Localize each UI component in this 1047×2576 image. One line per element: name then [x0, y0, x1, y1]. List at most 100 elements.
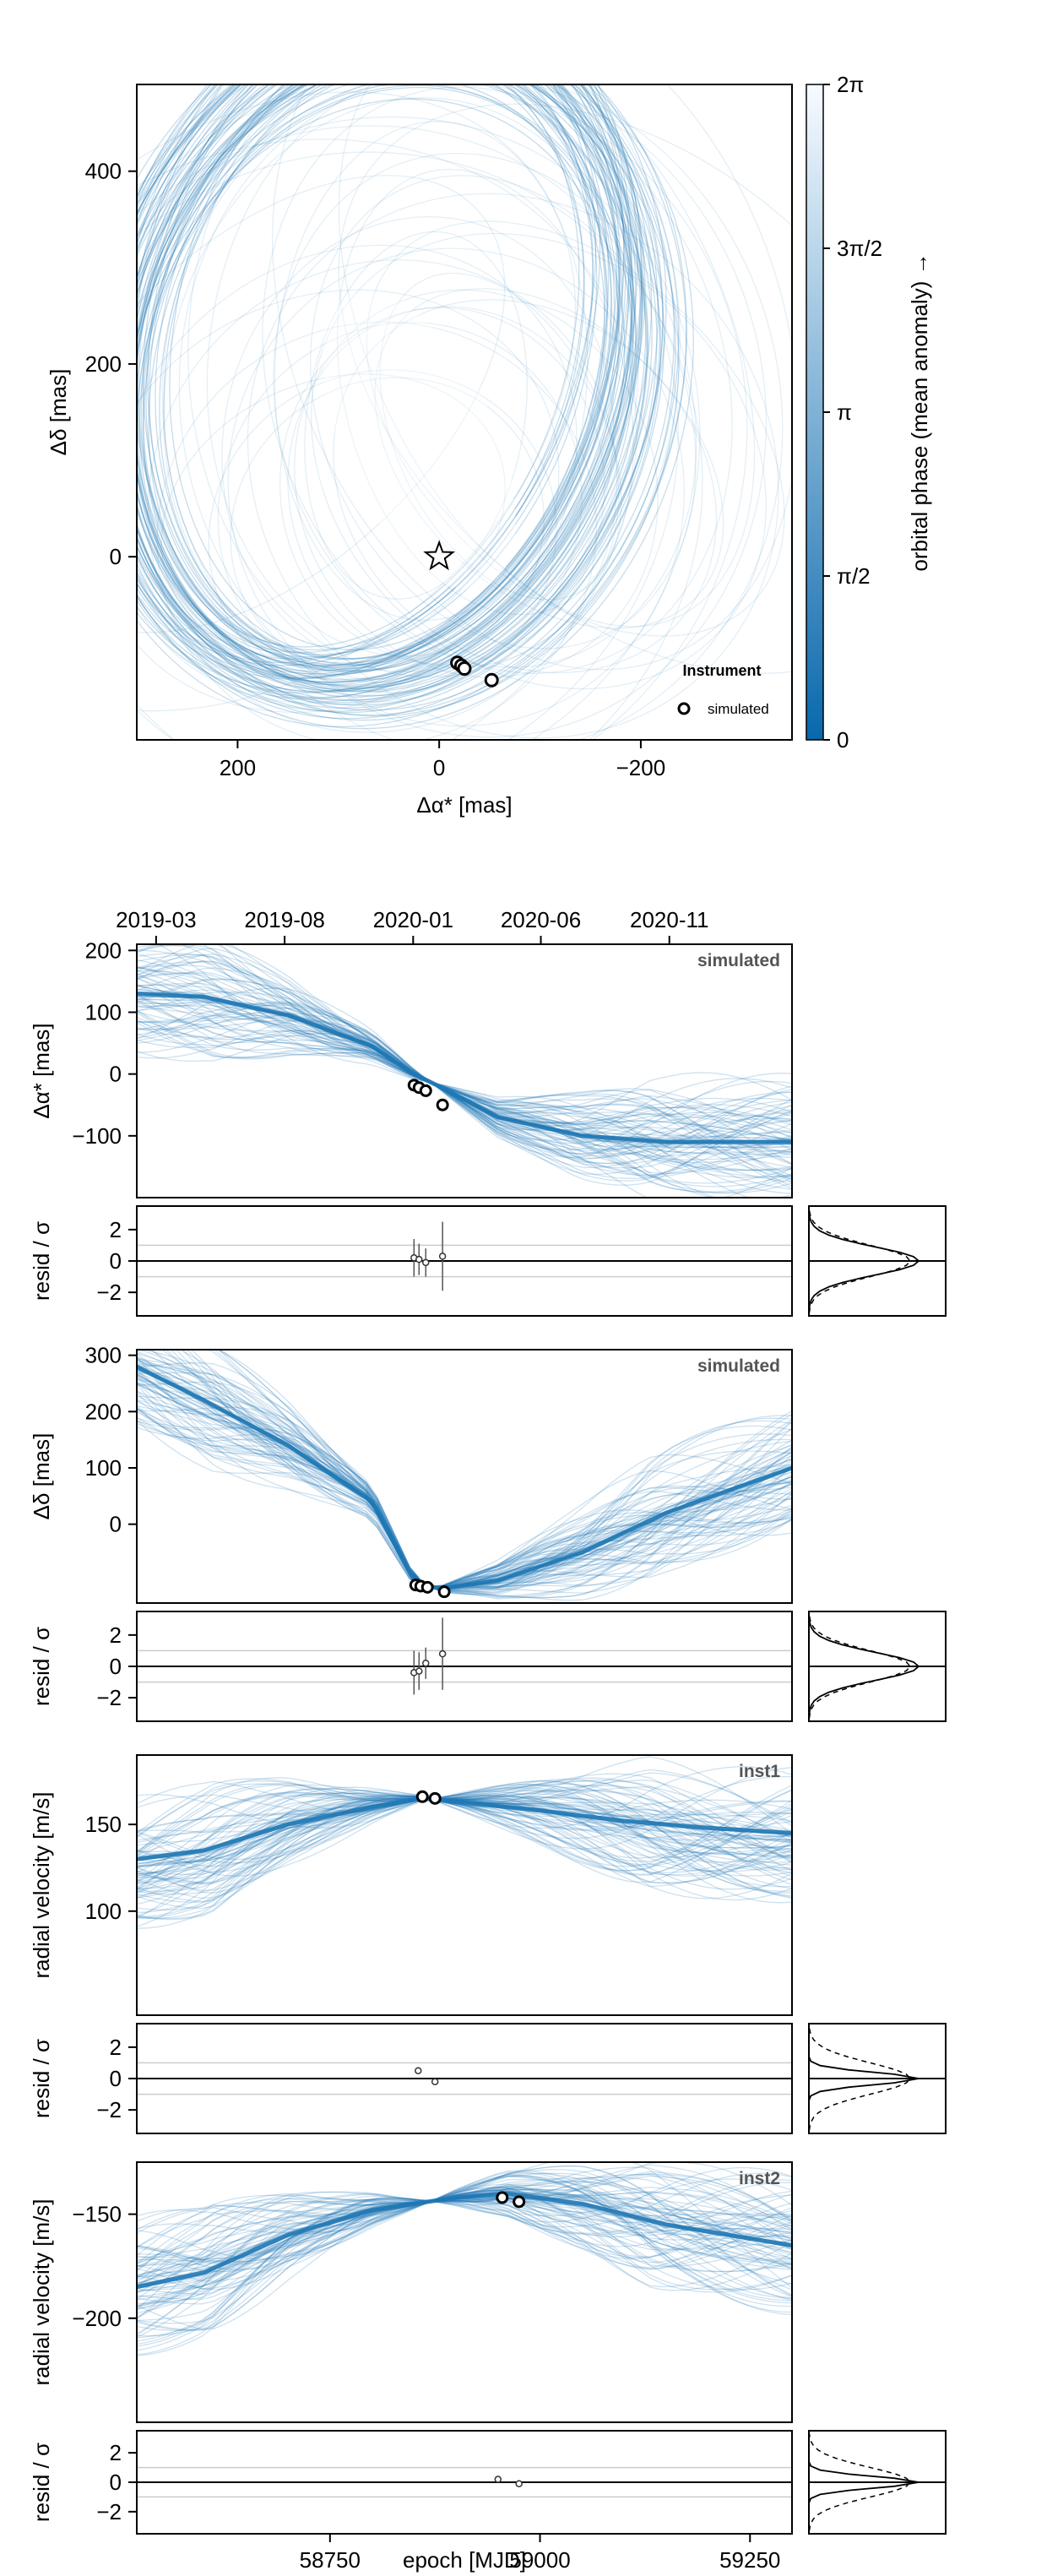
panel-content [137, 2162, 792, 2356]
model-draw [137, 965, 792, 1127]
observation-point [437, 1585, 451, 1599]
orbit-draw [310, 175, 697, 649]
y-tick-label: 400 [85, 159, 122, 184]
y-tick-label: 150 [85, 1812, 122, 1837]
model-draw [137, 1788, 792, 1891]
panel-content [137, 1350, 792, 1601]
model-draw [165, 1350, 792, 1592]
orbit-draw [137, 84, 687, 721]
panel-tag: inst1 [739, 1762, 780, 1781]
model-draw [157, 944, 792, 1131]
y-tick-label: 200 [85, 937, 122, 963]
model-draw [137, 972, 792, 1150]
model-draw [137, 1773, 792, 1894]
orbit-draw [137, 151, 703, 740]
orbit-draw [137, 84, 664, 712]
model-draw [137, 960, 792, 1165]
orbit-draw [137, 84, 641, 682]
y-tick-label: 0 [110, 1248, 122, 1274]
y-tick-label: −2 [96, 1280, 122, 1305]
orbit-draw [137, 91, 576, 712]
model-draw [137, 1422, 792, 1587]
colorbar-tick-label: π [837, 399, 852, 425]
orbit-draw [227, 247, 685, 727]
panel-content [137, 944, 792, 1198]
model-draw [137, 1395, 792, 1588]
model-draw [137, 961, 792, 1157]
orbit-draw [137, 84, 632, 667]
orbit-draw [137, 84, 643, 686]
model-draw [137, 1785, 792, 1910]
model-draw [137, 2189, 792, 2318]
colorbar-tick-label: 3π/2 [837, 236, 882, 261]
model-draw [137, 1796, 792, 1875]
orbit-draw [148, 84, 585, 650]
y-tick-label: −150 [72, 2202, 122, 2227]
orbit-draw [379, 272, 622, 601]
y-tick-label: 2 [110, 1622, 122, 1648]
model-draw [137, 2194, 792, 2280]
model-draw [137, 1405, 792, 1587]
model-draw [137, 2165, 792, 2332]
y-axis-label: radial velocity [m/s] [29, 1791, 54, 1978]
model-draw [137, 1016, 792, 1178]
orbit-draw [294, 289, 659, 678]
observation-point [419, 1084, 432, 1097]
model-draw [137, 1785, 792, 1884]
model-draw [137, 1375, 792, 1589]
model-draw [137, 970, 792, 1143]
model-draw [137, 1382, 792, 1589]
orbit-draw [137, 84, 653, 693]
orbit-draw [137, 244, 578, 704]
series-line [137, 2191, 792, 2290]
model-draw [137, 2198, 792, 2283]
model-draw [137, 2190, 792, 2318]
model-draw [137, 1013, 792, 1198]
model-draw [137, 944, 792, 1169]
model-draw [137, 2173, 792, 2263]
orbit-draw [142, 84, 598, 655]
model-draw [137, 1780, 792, 1872]
panel-tag: simulated [697, 951, 780, 970]
orbit-draw [145, 84, 621, 666]
model-draw [187, 1350, 792, 1595]
y-tick-label: −200 [72, 2306, 122, 2331]
orbit-draw [137, 84, 680, 717]
model-draw [137, 1358, 792, 1590]
residual-point [494, 2475, 502, 2483]
orbit-draw [137, 84, 648, 698]
model-draw [137, 1383, 792, 1589]
residual-point [438, 1649, 447, 1658]
orbit-draw [137, 84, 637, 689]
orbit-draw [143, 84, 580, 648]
model-draw [137, 1792, 792, 1862]
colorbar-tick-label: π/2 [837, 563, 871, 589]
model-draw [137, 1017, 792, 1171]
model-draw [137, 2193, 792, 2259]
orbit-draw [137, 289, 560, 714]
model-draw [137, 1780, 792, 1920]
model-draw [137, 1427, 792, 1587]
observation-point [415, 1790, 429, 1803]
model-draw [137, 2166, 792, 2233]
model-draw [137, 1007, 792, 1194]
date-tick-label: 2020-11 [630, 907, 709, 932]
model-draw [137, 1787, 792, 1889]
model-draw [137, 2199, 792, 2271]
model-draw [137, 2172, 792, 2337]
model-draw [137, 1408, 792, 1587]
model-draw [137, 944, 792, 1160]
model-draw [137, 2198, 792, 2268]
model-draw [137, 1410, 792, 1587]
model-draw [137, 2175, 792, 2345]
model-draw [137, 1795, 792, 1894]
x-axis-label: epoch [MJD] [403, 2547, 526, 2573]
date-tick-label: 2019-03 [116, 907, 196, 932]
y-tick-label: 100 [85, 1899, 122, 1924]
model-draw [137, 1410, 792, 1587]
orbit-draw [287, 306, 620, 668]
y-tick-label: −2 [96, 2499, 122, 2524]
model-draw [137, 1014, 792, 1171]
model-draw [137, 2185, 792, 2314]
model-draw [200, 944, 792, 1151]
